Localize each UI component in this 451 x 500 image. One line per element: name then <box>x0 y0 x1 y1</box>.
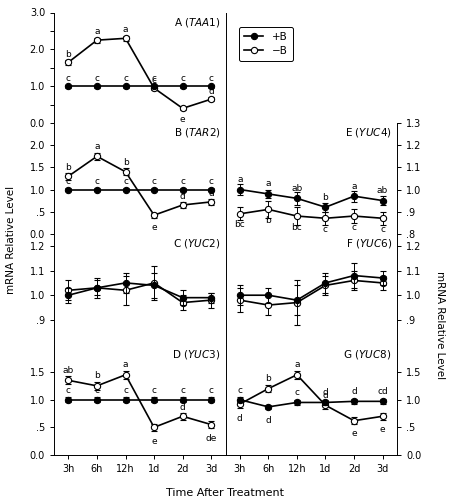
Text: bc: bc <box>235 220 245 230</box>
Text: d: d <box>237 414 243 422</box>
Text: c: c <box>152 74 156 82</box>
Text: E ($\it{YUC4}$): E ($\it{YUC4}$) <box>345 126 392 140</box>
Text: mRNA Relative Level: mRNA Relative Level <box>6 186 16 294</box>
Text: c: c <box>380 225 385 234</box>
Text: ab: ab <box>291 184 303 193</box>
Text: c: c <box>94 74 100 82</box>
Text: B ($\it{TAR2}$): B ($\it{TAR2}$) <box>174 126 221 140</box>
Text: a: a <box>94 26 100 36</box>
Text: c: c <box>66 176 71 186</box>
Text: a: a <box>237 175 243 184</box>
Text: c: c <box>209 176 214 186</box>
Text: bc: bc <box>291 222 302 232</box>
Text: mRNA Relative Level: mRNA Relative Level <box>435 271 445 379</box>
Text: c: c <box>152 176 156 186</box>
Text: cd: cd <box>377 388 388 396</box>
Text: A ($\it{TAA1}$): A ($\it{TAA1}$) <box>174 16 221 29</box>
Text: ab: ab <box>377 186 388 195</box>
Text: b: b <box>266 216 271 225</box>
Text: a: a <box>294 360 299 370</box>
Text: G ($\it{YUC8}$): G ($\it{YUC8}$) <box>344 348 392 360</box>
Text: c: c <box>351 222 357 232</box>
Text: c: c <box>209 74 214 82</box>
Text: a: a <box>266 180 271 188</box>
Text: D ($\it{YUC3}$): D ($\it{YUC3}$) <box>172 348 221 360</box>
Text: e: e <box>351 429 357 438</box>
Text: c: c <box>180 386 185 394</box>
Text: d: d <box>208 190 214 198</box>
Text: e: e <box>380 424 386 434</box>
Text: b: b <box>94 372 100 380</box>
Text: c: c <box>295 388 299 398</box>
Text: Time After Treatment: Time After Treatment <box>166 488 285 498</box>
Text: c: c <box>123 74 128 82</box>
Text: c: c <box>123 386 128 394</box>
Text: a: a <box>351 182 357 190</box>
Text: d: d <box>322 388 328 398</box>
Text: c: c <box>66 386 71 394</box>
Text: c: c <box>180 176 185 186</box>
Text: a: a <box>94 142 100 151</box>
Text: c: c <box>323 225 328 234</box>
Text: c: c <box>94 386 100 394</box>
Text: b: b <box>65 50 71 58</box>
Text: C ($\it{YUC2}$): C ($\it{YUC2}$) <box>173 237 221 250</box>
Text: c: c <box>123 176 128 186</box>
Text: c: c <box>209 386 214 394</box>
Text: b: b <box>123 158 129 168</box>
Text: e: e <box>151 436 157 446</box>
Text: d: d <box>266 416 271 426</box>
Text: d: d <box>180 192 185 202</box>
Text: c: c <box>94 176 100 186</box>
Text: d: d <box>180 403 185 412</box>
Text: c: c <box>180 74 185 82</box>
Text: e: e <box>180 114 185 124</box>
Text: b: b <box>266 374 271 383</box>
Text: d: d <box>322 391 328 400</box>
Legend: +B, −B: +B, −B <box>239 26 293 61</box>
Text: a: a <box>123 25 128 34</box>
Text: c: c <box>152 76 156 85</box>
Text: b: b <box>322 192 328 202</box>
Text: de: de <box>206 434 217 443</box>
Text: ab: ab <box>63 366 74 375</box>
Text: c: c <box>152 386 156 394</box>
Text: c: c <box>237 386 242 394</box>
Text: d: d <box>208 87 214 96</box>
Text: b: b <box>65 163 71 172</box>
Text: c: c <box>66 74 71 82</box>
Text: e: e <box>151 222 157 232</box>
Text: d: d <box>351 388 357 396</box>
Text: a: a <box>123 360 128 370</box>
Text: F ($\it{YUC6}$): F ($\it{YUC6}$) <box>345 237 392 250</box>
